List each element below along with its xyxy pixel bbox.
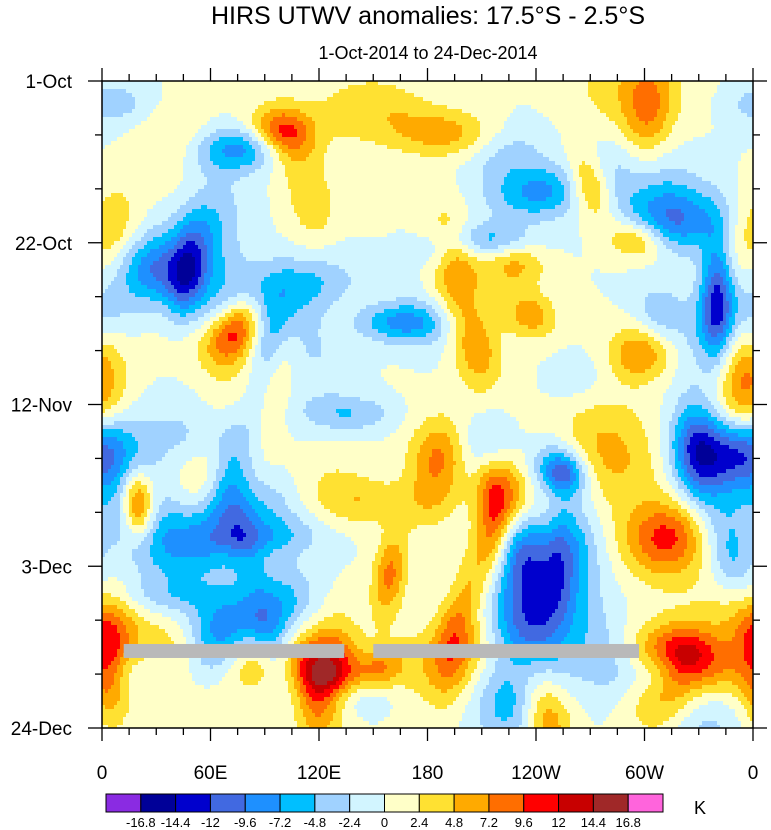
colorbar-label: 7.2: [480, 815, 498, 830]
colorbar-swatch: [627, 793, 664, 813]
colorbar-label: -12: [201, 815, 220, 830]
colorbar-swatch: [558, 793, 594, 813]
x-tick-label: 60E: [194, 763, 228, 784]
colorbar-swatch: [349, 793, 385, 813]
y-tick-label: 22-Oct: [15, 234, 73, 255]
colorbar-swatch: [523, 793, 560, 813]
y-tick-label: 12-Nov: [11, 396, 73, 417]
colorbar-swatch: [592, 793, 629, 813]
colorbar-swatch: [175, 793, 211, 813]
colorbar-label: 16.8: [616, 815, 641, 830]
anomaly-field: [102, 81, 754, 729]
y-tick-label: 24-Dec: [11, 719, 72, 740]
chart-title: HIRS UTWV anomalies: 17.5°S - 2.5°S: [211, 2, 645, 30]
colorbar-label: -16.8: [126, 815, 156, 830]
y-tick-label: 1-Oct: [26, 72, 73, 93]
colorbar-label: -2.4: [338, 815, 360, 830]
colorbar-label: 9.6: [515, 815, 533, 830]
y-axis: 1-Oct 22-Oct 12-Nov 3-Dec 24-Dec: [11, 72, 767, 740]
y-tick-label: 3-Dec: [21, 557, 72, 578]
colorbar-swatch: [453, 793, 490, 813]
colorbar-label: -14.4: [161, 815, 191, 830]
x-tick-label: 120E: [297, 763, 341, 784]
colorbar-units: K: [694, 798, 706, 818]
colorbar-swatch: [279, 793, 316, 813]
chart-subtitle: 1-Oct-2014 to 24-Dec-2014: [318, 43, 537, 63]
x-tick-label: 120W: [511, 763, 561, 784]
colorbar-swatch: [488, 793, 525, 813]
colorbar-swatch: [209, 793, 246, 813]
colorbar-label: 12: [551, 815, 565, 830]
colorbar-swatch: [384, 793, 420, 813]
colorbar: -16.8 -14.4 -12 -9.6 -7.2 -4.8 -2.4 0 2.4 4.8 7.2 9…: [105, 793, 664, 830]
missing-data-bar: [373, 643, 640, 658]
colorbar-label: -7.2: [269, 815, 291, 830]
colorbar-swatch: [418, 793, 455, 813]
colorbar-label: -9.6: [234, 815, 256, 830]
colorbar-label: 4.8: [445, 815, 463, 830]
colorbar-label: -4.8: [304, 815, 326, 830]
colorbar-label: 14.4: [581, 815, 606, 830]
x-tick-label: 0: [748, 763, 759, 784]
x-tick-label: 180: [412, 763, 444, 784]
colorbar-swatch: [105, 793, 142, 813]
colorbar-label: 2.4: [410, 815, 428, 830]
colorbar-swatch: [140, 793, 177, 813]
x-tick-label: 0: [97, 763, 108, 784]
missing-data-bar: [123, 643, 345, 658]
missing-data-bars: [123, 643, 640, 658]
colorbar-label: 0: [381, 815, 388, 830]
x-axis: 0 60E 120E 180 120W 60W 0: [97, 68, 759, 784]
colorbar-swatch: [244, 793, 281, 813]
colorbar-swatch: [314, 793, 351, 813]
x-tick-label: 60W: [625, 763, 664, 784]
